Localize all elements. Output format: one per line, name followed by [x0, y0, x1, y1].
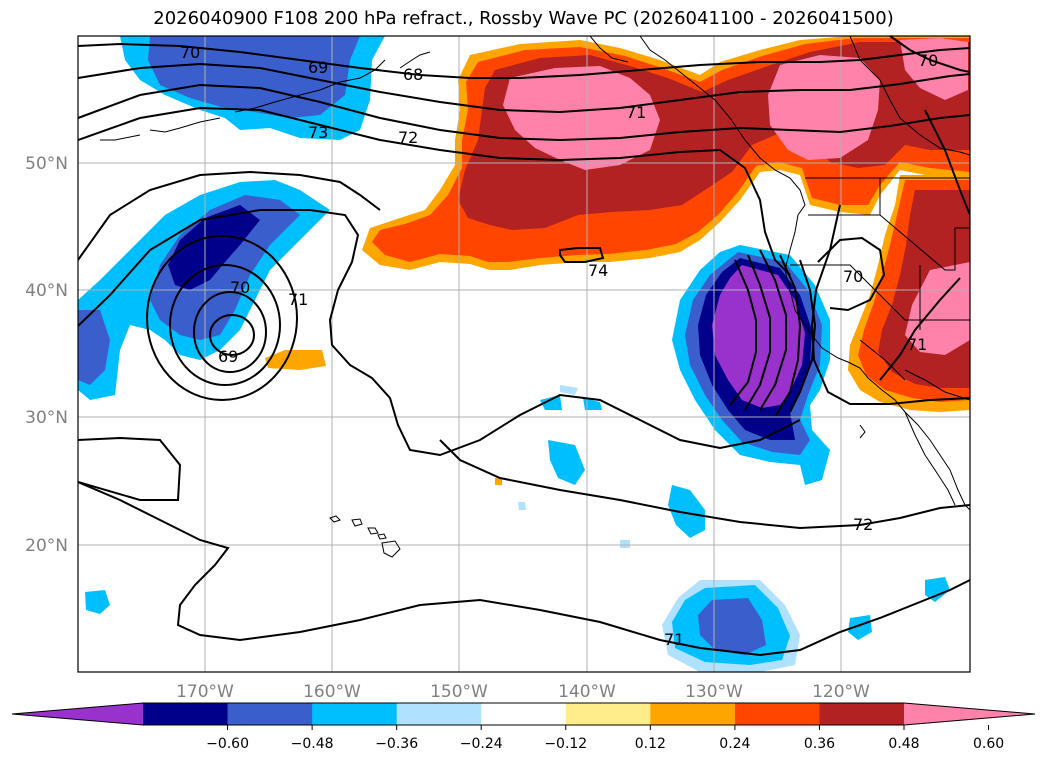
contour-label: 70 [230, 278, 250, 297]
lat-label: 40°N [25, 281, 68, 301]
contour-label: 69 [308, 58, 328, 77]
contour-label: 73 [308, 123, 328, 142]
graticule [78, 36, 970, 672]
colorbar-tick-label: 0.60 [973, 736, 1004, 752]
positive-anomaly-east [848, 175, 970, 412]
contour-label: 71 [664, 630, 684, 649]
colorbar-outline [11, 702, 1036, 726]
negative-anomaly-south [85, 385, 950, 672]
lon-label: 150°W [430, 682, 488, 702]
lat-label: 20°N [25, 536, 68, 556]
contour-labels: 70 69 68 73 72 71 70 74 70 71 69 71 72 7… [180, 43, 938, 649]
colorbar-tick-label: −0.60 [206, 736, 249, 752]
colorbar-tick-label: −0.36 [375, 736, 418, 752]
colorbar: −0.60 −0.48 −0.36 −0.24 −0.12 0.12 0.24 0.36 0.4… [11, 702, 1036, 752]
coastlines [100, 36, 970, 511]
colorbar-swatch [819, 703, 905, 725]
hawaii-islands [329, 515, 401, 558]
map-area: 70 69 68 73 72 71 70 74 70 71 69 71 72 7… [78, 36, 970, 672]
contour-label: 70 [918, 51, 938, 70]
map-frame [77, 35, 971, 673]
height-contours [78, 36, 970, 657]
longitude-labels: 170°W 160°W 150°W 140°W 130°W 120°W [176, 682, 870, 702]
contour-label: 71 [626, 103, 646, 122]
colorbar-swatch [481, 703, 567, 725]
colorbar-swatch [734, 703, 820, 725]
lon-label: 170°W [176, 682, 234, 702]
lat-label: 30°N [25, 408, 68, 428]
lon-label: 160°W [303, 682, 361, 702]
lat-label: 50°N [25, 154, 68, 174]
contour-label: 70 [843, 267, 863, 286]
colorbar-tick-label: 0.12 [635, 736, 666, 752]
contour-label: 70 [180, 43, 200, 62]
colorbar-extend-max [904, 703, 1035, 725]
lon-label: 140°W [558, 682, 616, 702]
contour-label: 74 [588, 261, 608, 280]
lon-label: 120°W [812, 682, 870, 702]
lon-label: 130°W [685, 682, 743, 702]
colorbar-tick-label: 0.24 [719, 736, 750, 752]
colorbar-swatch [227, 703, 313, 725]
contour-label: 71 [907, 335, 927, 354]
colorbar-extend-min [12, 703, 143, 725]
colorbar-swatch [396, 703, 482, 725]
contour-label: 72 [398, 128, 418, 147]
colorbar-tick-label: 0.48 [888, 736, 919, 752]
colorbar-swatch [312, 703, 398, 725]
colorbar-swatch [565, 703, 651, 725]
colorbar-tick-label: −0.12 [544, 736, 587, 752]
colorbar-tick-label: 0.36 [804, 736, 835, 752]
colorbar-tick-label: −0.48 [291, 736, 334, 752]
latitude-labels: 50°N 40°N 30°N 20°N [25, 154, 68, 556]
colorbar-tick-label: −0.24 [460, 736, 503, 752]
colorbar-swatch [650, 703, 736, 725]
contour-label: 71 [288, 290, 308, 309]
map-title: 2026040900 F108 200 hPa refract., Rossby… [153, 8, 894, 29]
contour-label: 68 [403, 65, 423, 84]
contour-label: 69 [218, 347, 238, 366]
positive-anomaly-small [265, 350, 502, 485]
contour-label: 72 [853, 515, 873, 534]
colorbar-swatch [143, 703, 229, 725]
